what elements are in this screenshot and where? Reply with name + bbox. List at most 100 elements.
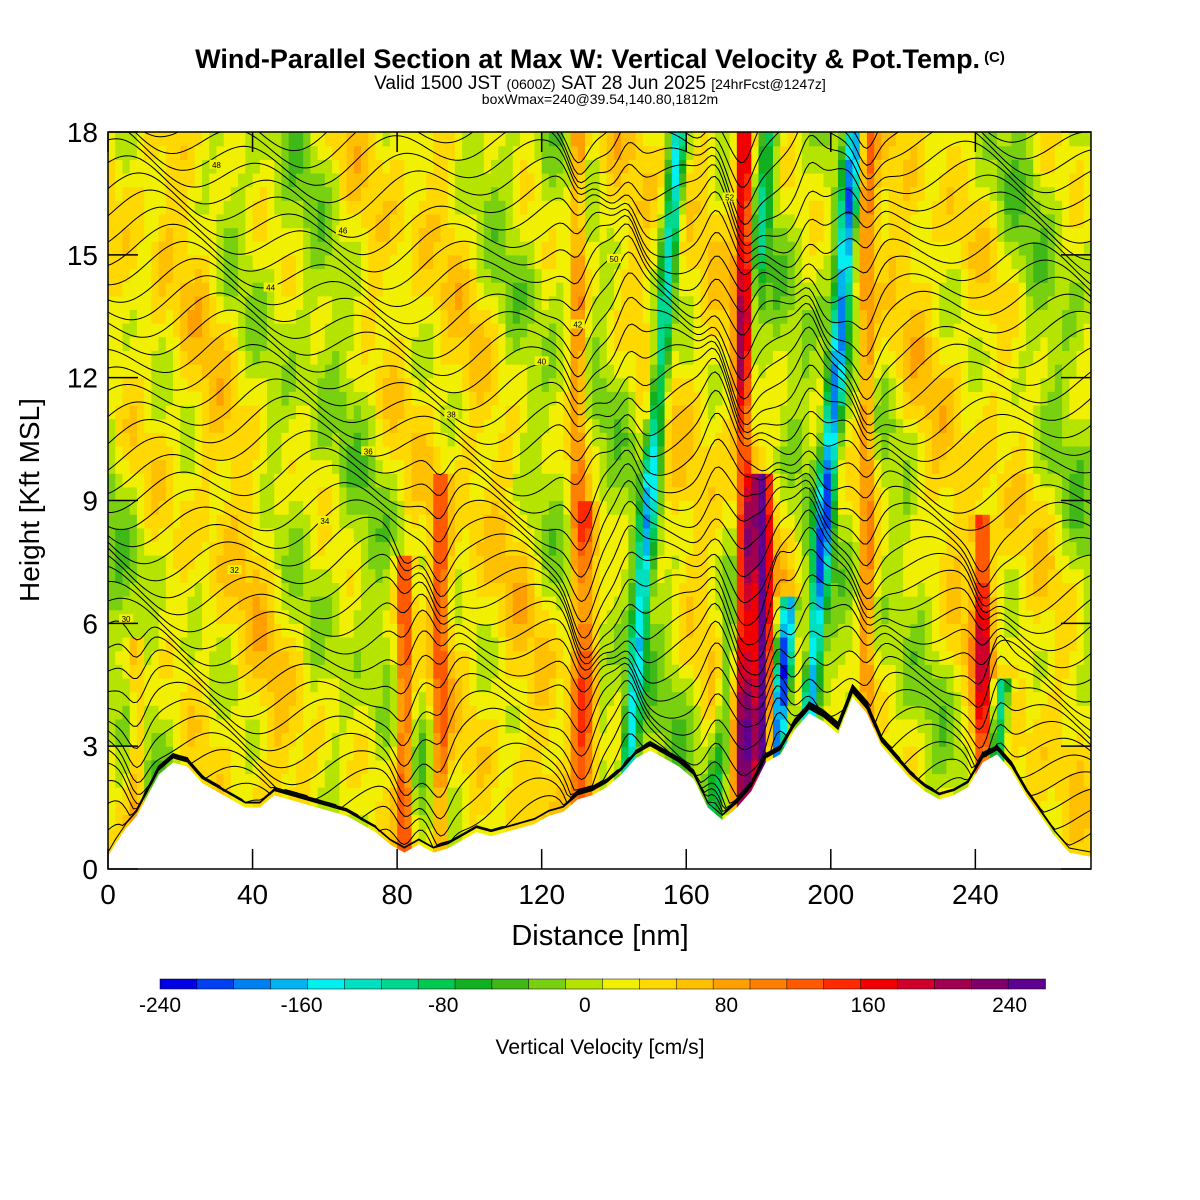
field-cell — [476, 377, 485, 392]
field-cell — [541, 636, 550, 652]
field-cell — [838, 459, 846, 474]
field-cell — [288, 555, 297, 570]
field-cell — [339, 759, 348, 775]
field-cell — [216, 459, 225, 474]
field-cell — [1076, 664, 1085, 679]
field-cell — [599, 650, 608, 665]
field-cell — [375, 500, 384, 515]
field-cell — [671, 432, 680, 447]
field-cell — [151, 555, 160, 570]
field-cell — [165, 541, 174, 556]
field-cell — [866, 582, 875, 597]
field-cell — [519, 473, 528, 488]
field-cell — [440, 650, 449, 665]
field-cell — [527, 664, 536, 679]
field-cell — [794, 677, 803, 693]
field-cell — [577, 527, 586, 543]
field-cell — [939, 664, 948, 679]
field-cell — [491, 705, 499, 720]
field-cell — [173, 473, 181, 488]
field-cell — [259, 746, 268, 761]
field-cell — [1083, 691, 1091, 706]
field-cell — [324, 582, 333, 597]
field-cell — [483, 677, 492, 693]
field-cell — [968, 623, 976, 638]
field-cell — [281, 404, 290, 420]
field-cell — [519, 691, 528, 706]
field-cell — [845, 432, 854, 447]
field-cell — [1011, 404, 1020, 420]
field-cell — [144, 568, 152, 583]
field-cell — [621, 732, 630, 747]
field-cell — [809, 459, 817, 474]
field-cell — [201, 514, 210, 529]
field-cell — [527, 459, 536, 474]
field-cell — [874, 609, 882, 624]
field-cell — [339, 609, 348, 624]
field-cell — [621, 718, 630, 734]
field-cell — [201, 609, 210, 624]
field-cell — [975, 473, 984, 488]
field-cell — [267, 514, 275, 529]
field-cell — [946, 677, 955, 693]
field-cell — [989, 527, 998, 543]
field-cell — [1004, 568, 1013, 583]
field-cell — [1011, 418, 1020, 433]
field-cell — [570, 377, 579, 392]
field-cell — [144, 787, 152, 802]
field-cell — [838, 555, 846, 570]
field-cell — [628, 418, 637, 433]
field-cell — [729, 514, 738, 529]
field-cell — [707, 568, 716, 583]
field-cell — [382, 677, 391, 693]
field-cell — [780, 432, 789, 447]
field-cell — [541, 773, 550, 788]
field-cell — [924, 609, 933, 624]
field-cell — [122, 555, 131, 570]
field-cell — [1069, 432, 1078, 447]
field-cell — [389, 404, 398, 420]
field-cell — [151, 650, 160, 665]
field-cell — [577, 568, 586, 583]
field-cell — [411, 568, 420, 583]
field-cell — [194, 677, 203, 693]
field-cell — [946, 500, 955, 515]
field-cell — [332, 623, 340, 638]
field-cell — [122, 473, 131, 488]
field-cell — [209, 705, 218, 720]
field-cell — [910, 759, 919, 775]
field-cell — [679, 582, 687, 597]
field-cell — [556, 432, 564, 447]
field-cell — [577, 650, 586, 665]
field-cell — [765, 664, 774, 679]
field-cell — [765, 527, 774, 543]
field-cell — [397, 582, 405, 597]
field-cell — [151, 527, 160, 543]
field-cell — [809, 677, 817, 693]
field-cell — [1083, 527, 1091, 543]
field-cell — [310, 418, 319, 433]
field-cell — [852, 432, 861, 447]
field-cell — [635, 705, 644, 720]
field-cell — [519, 364, 528, 379]
field-cell — [462, 787, 470, 802]
field-cell — [209, 582, 218, 597]
field-cell — [758, 664, 767, 679]
field-cell — [360, 732, 369, 747]
field-cell — [418, 596, 427, 611]
field-cell — [310, 541, 319, 556]
field-cell — [1025, 732, 1034, 747]
field-cell — [339, 527, 348, 543]
field-cell — [642, 582, 651, 597]
field-cell — [426, 404, 434, 420]
field-cell — [274, 636, 283, 652]
field-cell — [866, 377, 875, 392]
field-cell — [1062, 432, 1070, 447]
field-cell — [498, 746, 507, 761]
field-cell — [259, 664, 268, 679]
field-cell — [108, 705, 116, 720]
field-cell — [129, 609, 138, 624]
field-cell — [729, 773, 738, 788]
field-cell — [736, 391, 745, 406]
field-cell — [671, 555, 680, 570]
